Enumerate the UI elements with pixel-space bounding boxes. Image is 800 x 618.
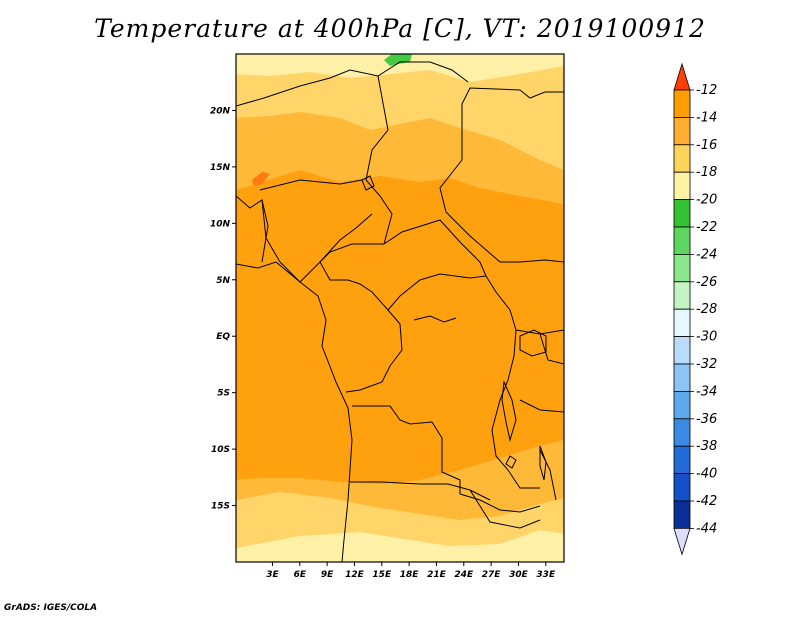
temperature-field bbox=[236, 54, 564, 562]
coastline-east bbox=[461, 87, 564, 160]
colorbar-swatch bbox=[673, 418, 691, 447]
country-borders bbox=[236, 61, 564, 562]
map-frame bbox=[235, 53, 565, 563]
lat-tick-label: 10N bbox=[210, 219, 231, 229]
field-band-22-north bbox=[384, 54, 412, 66]
border-niger-nigeria bbox=[259, 179, 363, 191]
lon-tick-label: 18E bbox=[400, 570, 420, 580]
colorbar-swatch bbox=[673, 390, 691, 420]
lake-victoria bbox=[519, 329, 547, 357]
border-chad-sudan bbox=[365, 75, 393, 245]
lake-tanganyika bbox=[501, 380, 517, 442]
colorbar-swatch bbox=[673, 308, 691, 338]
lat-tick-label: 20N bbox=[210, 106, 231, 116]
border-angola-namibia bbox=[350, 481, 491, 501]
colorbar-label: -42 bbox=[696, 494, 717, 509]
border-zambia bbox=[459, 493, 541, 513]
colorbar: -12 -14 -16 -18 -20 -22 -24 -26 -28 -30 -32 -34 -36 -… bbox=[673, 62, 717, 556]
lon-tick-label: 15E bbox=[372, 570, 392, 580]
border-congo-drc bbox=[345, 309, 403, 393]
longitude-axis: 3E 6E 9E 12E 15E 18E 21E 24E 27E 30E 33E bbox=[266, 562, 556, 580]
colorbar-label: -36 bbox=[696, 412, 717, 427]
grads-credit: GrADS: IGES/COLA bbox=[4, 603, 98, 613]
colorbar-swatch bbox=[673, 281, 691, 310]
lat-tick-label: 5S bbox=[217, 389, 230, 399]
border-sudan bbox=[439, 159, 564, 263]
field-band-18-north bbox=[236, 54, 564, 170]
colorbar-label: -12 bbox=[696, 83, 717, 98]
border-niger-chad bbox=[236, 61, 469, 107]
lon-tick-label: 27E bbox=[482, 570, 502, 580]
colorbar-swatch bbox=[673, 144, 691, 173]
border-west-africa bbox=[236, 195, 269, 263]
colorbar-swatch bbox=[673, 336, 691, 365]
lake-malawi bbox=[539, 445, 547, 481]
border-drc-east bbox=[485, 275, 540, 489]
lon-tick-label: 21E bbox=[427, 570, 447, 580]
lake-mweru bbox=[505, 455, 517, 469]
colorbar-label: -18 bbox=[696, 165, 717, 180]
lon-tick-label: 3E bbox=[266, 570, 279, 580]
field-band-12-west bbox=[252, 172, 270, 186]
colorbar-label: -30 bbox=[696, 330, 717, 345]
colorbar-label: -24 bbox=[696, 247, 717, 262]
lat-tick-label: EQ bbox=[216, 332, 230, 342]
colorbar-label: -14 bbox=[696, 110, 717, 125]
lat-tick-label: 15S bbox=[211, 502, 230, 512]
lat-tick-label: 15N bbox=[210, 163, 231, 173]
colorbar-label: -40 bbox=[696, 467, 717, 482]
colorbar-top-arrow bbox=[673, 62, 691, 91]
border-kenya-uganda bbox=[515, 329, 564, 365]
colorbar-swatch bbox=[673, 363, 691, 392]
colorbar-swatch bbox=[673, 473, 691, 502]
colorbar-label: -38 bbox=[696, 439, 717, 454]
colorbar-label: -20 bbox=[696, 193, 717, 208]
map-title: Temperature at 400hPa [C], VT: 201910091… bbox=[94, 14, 706, 43]
field-band-20-south bbox=[236, 530, 564, 562]
lake-chad bbox=[361, 175, 375, 191]
colorbar-swatch bbox=[673, 253, 691, 283]
colorbar-label: -44 bbox=[696, 521, 717, 536]
lon-tick-label: 30E bbox=[509, 570, 529, 580]
colorbar-swatch bbox=[673, 500, 691, 529]
lat-tick-label: 10S bbox=[211, 445, 230, 455]
colorbar-swatch bbox=[673, 445, 691, 475]
coastline-west bbox=[236, 261, 353, 562]
colorbar-label: -16 bbox=[696, 138, 717, 153]
colorbar-swatch bbox=[673, 171, 691, 200]
border-drc-angola bbox=[352, 405, 461, 494]
colorbar-bottom-arrow bbox=[673, 528, 691, 556]
field-band-20-north bbox=[236, 54, 564, 82]
colorbar-label: -34 bbox=[696, 384, 717, 399]
congo-river bbox=[413, 315, 457, 323]
lat-tick-label: 5N bbox=[216, 276, 230, 286]
colorbar-label: -22 bbox=[696, 220, 717, 235]
colorbar-swatch bbox=[673, 226, 691, 255]
colorbar-swatch bbox=[673, 117, 691, 146]
colorbar-label: -32 bbox=[696, 357, 717, 372]
lon-tick-label: 9E bbox=[321, 570, 334, 580]
colorbar-label: -28 bbox=[696, 302, 717, 317]
lon-tick-label: 24E bbox=[454, 570, 474, 580]
lon-tick-label: 6E bbox=[294, 570, 307, 580]
border-botswana bbox=[469, 489, 541, 529]
colorbar-swatch bbox=[673, 199, 691, 228]
colorbar-label: -26 bbox=[696, 275, 717, 290]
colorbar-swatch bbox=[673, 89, 691, 118]
latitude-axis: 20N 15N 10N 5N EQ 5S 10S 15S bbox=[210, 106, 236, 512]
lon-tick-label: 12E bbox=[345, 570, 365, 580]
lon-tick-label: 33E bbox=[536, 570, 556, 580]
border-tanzania bbox=[519, 399, 564, 501]
border-nigeria-cameroon bbox=[261, 199, 373, 283]
